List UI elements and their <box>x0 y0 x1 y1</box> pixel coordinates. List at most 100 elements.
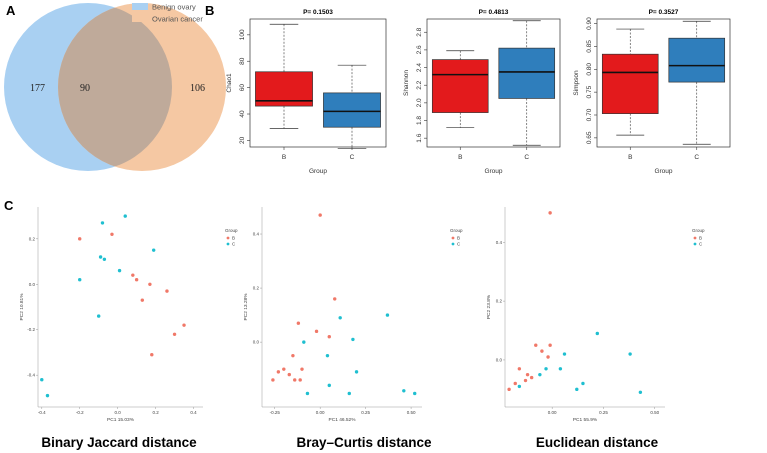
point-group-B <box>517 367 522 371</box>
venn-count-overlap: 90 <box>80 83 90 94</box>
venn-count-benign: 177 <box>30 83 45 94</box>
caption-bray-curtis: Bray–Curtis distance <box>296 435 432 450</box>
x-axis-label: PC1 46.52% <box>329 417 357 423</box>
x-axis-label: Group <box>309 168 327 175</box>
point-group-C <box>402 389 406 393</box>
point-group-B <box>271 378 275 382</box>
panel-label-a: A <box>6 3 16 18</box>
chart-title: P= 0.1503 <box>303 9 333 16</box>
point-group-C <box>102 257 107 261</box>
x-tick-label: 0.50 <box>650 410 659 415</box>
x-tick-label: 0.00 <box>548 410 557 415</box>
plot-frame <box>596 18 731 148</box>
point-group-B <box>293 378 297 382</box>
box-C <box>668 37 726 83</box>
point-group-B <box>131 273 135 277</box>
x-axis-label: Group <box>654 168 672 175</box>
y-tick-label: 0.2 <box>253 286 260 291</box>
point-group-B <box>150 353 154 357</box>
point-group-B <box>140 298 145 302</box>
y-tick-label: 2.0 <box>416 98 423 107</box>
y-axis-label: Shannon <box>403 70 410 96</box>
point-group-B <box>507 387 511 392</box>
point-group-C <box>96 314 101 318</box>
point-group-C <box>638 390 643 394</box>
point-group-C <box>351 337 355 342</box>
legend-marker-C <box>226 242 230 246</box>
legend-title: Group <box>692 228 705 233</box>
y-axis-label: Simpson <box>573 70 580 96</box>
point-group-B <box>548 343 552 347</box>
pcoa-bray-curtis: -0.25 0.00 0.25 0.50 0.0 0.2 0.4 PC1 46.52% PC2 … <box>243 207 463 423</box>
point-group-C <box>575 387 579 392</box>
point-group-B <box>148 282 152 286</box>
legend-label-C: C <box>457 242 461 247</box>
point-group-C <box>347 391 351 396</box>
x-tick-label: -0.2 <box>76 410 84 415</box>
point-group-C <box>45 393 50 398</box>
point-group-C <box>325 353 330 358</box>
point-group-C <box>595 331 600 336</box>
legend-swatch-cancer <box>132 15 148 22</box>
point-group-B <box>546 355 550 359</box>
x-tick-label: C <box>524 154 529 161</box>
legend-marker-B <box>451 236 455 240</box>
caption-euclidean: Euclidean distance <box>536 435 659 450</box>
y-tick-label: 2.8 <box>416 27 423 36</box>
point-group-B <box>165 289 169 293</box>
point-group-B <box>300 367 304 371</box>
y-tick-label: -0.4 <box>27 373 35 378</box>
pcoa-euclidean: 0.00 0.25 0.50 0.0 0.2 0.4 PC1 55.9% PC2 23.8% G… <box>486 207 705 423</box>
panel-label-c: C <box>4 198 14 213</box>
y-tick-label: 0.90 <box>586 17 593 30</box>
y-tick-label: 0.0 <box>253 340 260 345</box>
y-axis-label: PC2 23.8% <box>486 294 492 319</box>
y-axis-label: Chao1 <box>226 73 233 93</box>
point-group-C <box>123 214 127 218</box>
legend-label-B: B <box>457 236 460 241</box>
x-tick-label: 0.0 <box>115 410 122 415</box>
point-group-B <box>327 335 331 339</box>
x-axis-label: PC1 15.03% <box>107 417 135 423</box>
legend-swatch-benign <box>132 3 148 10</box>
point-group-C <box>562 352 567 356</box>
panel-label-b: B <box>205 3 214 18</box>
y-tick-label: 2.4 <box>416 63 423 72</box>
point-group-B <box>276 370 281 374</box>
point-group-C <box>385 313 390 317</box>
boxplot-chao1: P= 0.1503 B C 20 40 60 80 100 Chao1 Group <box>226 9 387 175</box>
x-tick-label: C <box>694 154 699 161</box>
legend-label-B: B <box>232 236 235 241</box>
x-tick-label: 0.4 <box>190 410 197 415</box>
y-tick-label: 0.85 <box>586 40 593 53</box>
point-group-B <box>513 381 517 386</box>
y-tick-label: 0.4 <box>253 232 260 237</box>
y-tick-label: 0.4 <box>496 240 503 245</box>
point-group-B <box>534 343 538 347</box>
point-group-B <box>525 372 530 377</box>
legend-marker-B <box>226 236 230 240</box>
x-tick-label: C <box>350 154 355 161</box>
point-group-C <box>78 278 82 282</box>
y-tick-label: 80 <box>239 57 246 65</box>
point-group-B <box>318 213 322 217</box>
y-tick-label: 1.6 <box>416 133 423 142</box>
plot-frame <box>249 18 387 148</box>
point-group-C <box>327 383 331 388</box>
point-group-B <box>182 323 186 327</box>
x-tick-label: -0.25 <box>270 410 281 415</box>
x-axis-label: Group <box>484 168 502 175</box>
caption-binary-jaccard: Binary Jaccard distance <box>41 435 197 450</box>
y-tick-label: 0.80 <box>586 63 593 76</box>
y-tick-label: 40 <box>239 110 246 118</box>
point-group-C <box>538 372 542 377</box>
y-tick-label: 0.75 <box>586 85 593 98</box>
plot-frame <box>426 18 561 148</box>
y-tick-label: 2.6 <box>416 45 423 54</box>
point-group-C <box>98 255 103 259</box>
point-group-C <box>338 316 342 320</box>
box-C <box>498 47 556 99</box>
x-tick-label: B <box>282 154 286 161</box>
chart-title: P= 0.4813 <box>479 9 509 16</box>
